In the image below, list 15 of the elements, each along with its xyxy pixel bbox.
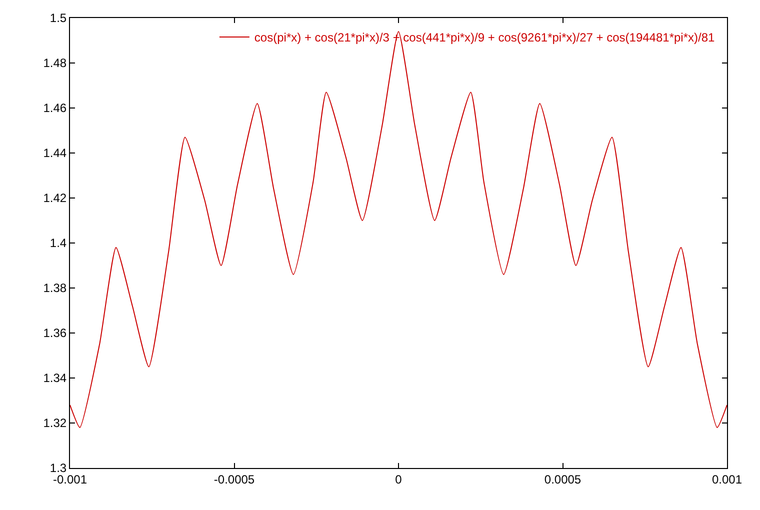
line-series (70, 31, 727, 428)
y-tick-label: 1.5 (50, 11, 67, 26)
y-tick-label: 1.44 (43, 146, 67, 160)
x-tick-label: 0 (395, 472, 402, 486)
y-tick-label: 1.42 (43, 191, 67, 206)
x-tick-label: -0.0005 (214, 472, 255, 486)
y-tick-label: 1.36 (43, 326, 67, 340)
y-tick-label: 1.46 (43, 101, 67, 116)
y-tick-label: 1.48 (43, 56, 67, 70)
x-tick-label: 0.001 (712, 472, 742, 486)
x-tick-label: 0.0005 (544, 472, 582, 486)
y-tick-label: 1.34 (43, 371, 67, 386)
y-tick-label: 1.4 (50, 236, 67, 250)
y-tick-label: 1.38 (43, 281, 67, 296)
y-tick-label: 1.32 (43, 416, 67, 430)
